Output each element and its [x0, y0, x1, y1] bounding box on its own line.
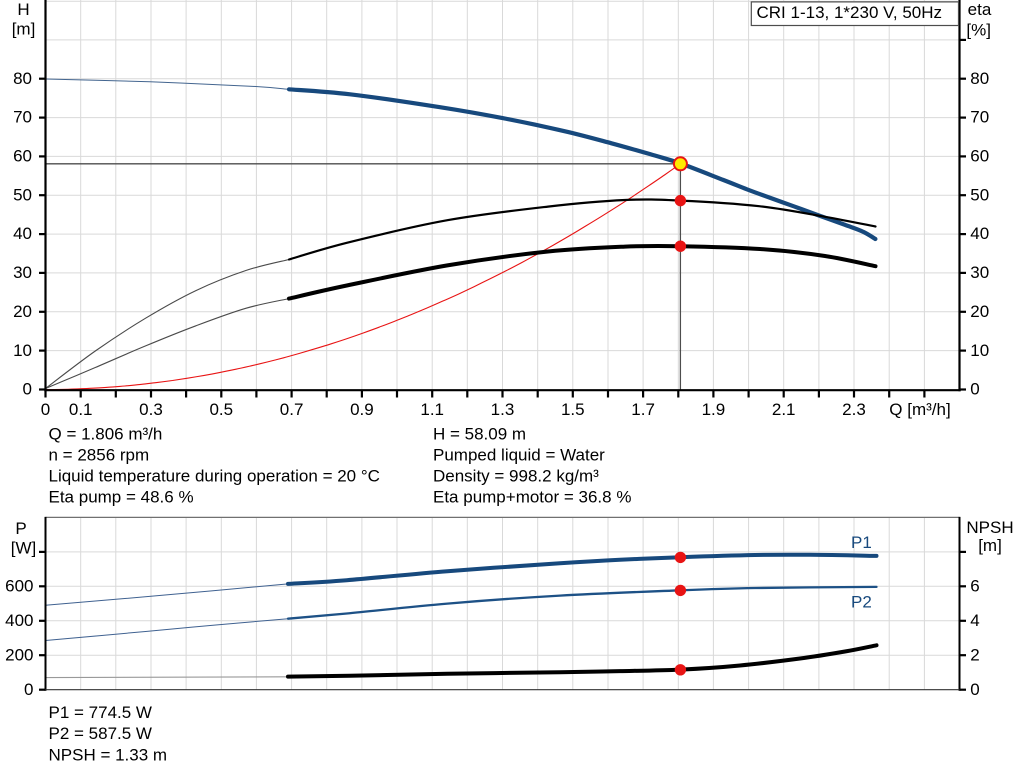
svg-text:400: 400	[5, 611, 33, 630]
svg-text:80: 80	[970, 69, 989, 88]
svg-text:200: 200	[5, 645, 33, 664]
svg-text:60: 60	[970, 147, 989, 166]
svg-text:10: 10	[13, 341, 32, 360]
svg-text:0.9: 0.9	[350, 400, 374, 419]
svg-text:1.7: 1.7	[631, 400, 655, 419]
svg-text:1.5: 1.5	[561, 400, 585, 419]
svg-text:[W]: [W]	[11, 539, 37, 558]
svg-text:NPSH = 1.33 m: NPSH = 1.33 m	[49, 745, 168, 764]
svg-text:eta: eta	[968, 0, 992, 19]
svg-text:70: 70	[13, 108, 32, 127]
svg-text:20: 20	[970, 302, 989, 321]
svg-text:Pumped liquid = Water: Pumped liquid = Water	[433, 446, 605, 465]
svg-text:P1: P1	[851, 533, 872, 552]
svg-text:1.3: 1.3	[491, 400, 515, 419]
svg-text:Q = 1.806 m³/h: Q = 1.806 m³/h	[49, 425, 163, 444]
svg-text:0: 0	[970, 380, 979, 399]
svg-text:40: 40	[970, 224, 989, 243]
svg-text:P2: P2	[851, 593, 872, 612]
svg-text:Liquid temperature during oper: Liquid temperature during operation = 20…	[49, 467, 380, 486]
svg-text:Eta pump+motor = 36.8 %: Eta pump+motor = 36.8 %	[433, 488, 631, 507]
svg-text:600: 600	[5, 576, 33, 595]
svg-text:0: 0	[24, 680, 33, 699]
svg-text:60: 60	[13, 147, 32, 166]
svg-text:0.5: 0.5	[209, 400, 233, 419]
svg-text:n = 2856 rpm: n = 2856 rpm	[49, 446, 150, 465]
svg-text:H = 58.09 m: H = 58.09 m	[433, 425, 526, 444]
svg-text:2.3: 2.3	[842, 400, 866, 419]
svg-text:0: 0	[41, 400, 50, 419]
svg-text:P2 = 587.5 W: P2 = 587.5 W	[49, 724, 152, 743]
svg-text:70: 70	[970, 108, 989, 127]
svg-text:P1 = 774.5 W: P1 = 774.5 W	[49, 703, 152, 722]
svg-text:20: 20	[13, 302, 32, 321]
svg-text:[m]: [m]	[978, 536, 1002, 555]
svg-text:[%]: [%]	[966, 21, 991, 40]
svg-text:0.1: 0.1	[69, 400, 93, 419]
svg-text:1.1: 1.1	[420, 400, 444, 419]
svg-text:[m]: [m]	[12, 19, 36, 38]
svg-text:30: 30	[13, 263, 32, 282]
svg-text:80: 80	[13, 69, 32, 88]
svg-text:50: 50	[13, 185, 32, 204]
svg-text:4: 4	[970, 611, 979, 630]
svg-text:Q [m³/h]: Q [m³/h]	[889, 400, 950, 419]
svg-text:0.3: 0.3	[139, 400, 163, 419]
svg-text:P: P	[15, 519, 26, 538]
svg-text:CRI 1-13, 1*230 V, 50Hz: CRI 1-13, 1*230 V, 50Hz	[757, 3, 943, 22]
svg-text:2: 2	[970, 645, 979, 664]
svg-text:0: 0	[23, 380, 32, 399]
svg-text:50: 50	[970, 185, 989, 204]
svg-text:30: 30	[970, 263, 989, 282]
svg-text:Eta pump = 48.6 %: Eta pump = 48.6 %	[49, 488, 194, 507]
svg-text:NPSH: NPSH	[966, 518, 1013, 537]
svg-text:H: H	[17, 0, 29, 19]
svg-text:6: 6	[970, 576, 979, 595]
svg-text:2.1: 2.1	[772, 400, 796, 419]
svg-text:0: 0	[970, 680, 979, 699]
svg-text:Density = 998.2 kg/m³: Density = 998.2 kg/m³	[433, 467, 599, 486]
svg-text:40: 40	[13, 224, 32, 243]
svg-text:10: 10	[970, 341, 989, 360]
svg-text:1.9: 1.9	[702, 400, 726, 419]
svg-text:0.7: 0.7	[280, 400, 304, 419]
